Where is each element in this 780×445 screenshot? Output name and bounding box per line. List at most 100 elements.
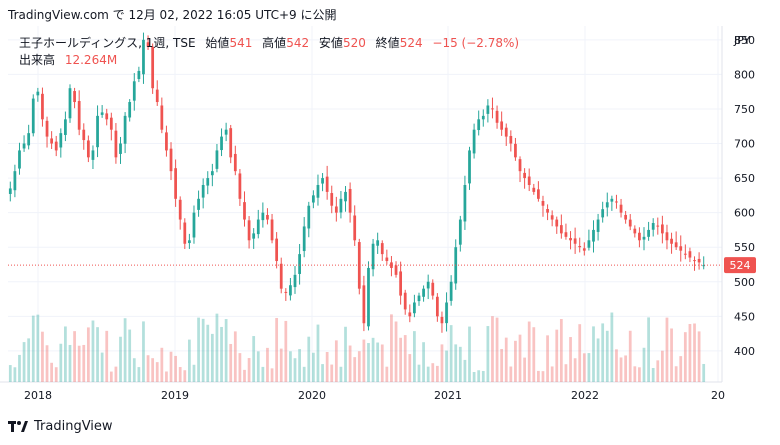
volume-bar	[527, 321, 531, 382]
volume-bar	[491, 316, 494, 382]
volume-bar	[59, 343, 63, 382]
volume-bar	[449, 325, 453, 382]
candle	[509, 135, 513, 144]
candle	[688, 251, 692, 258]
volume-bar	[137, 367, 141, 382]
volume-bar	[693, 323, 696, 382]
volume-bar	[206, 324, 210, 382]
candle	[50, 138, 54, 144]
candle	[491, 108, 494, 110]
volume-bar	[624, 355, 628, 382]
volume-label: 出来高	[19, 53, 56, 67]
volume-bar	[100, 352, 104, 382]
open-value: 541	[229, 36, 253, 50]
candle	[573, 238, 577, 244]
volume-bar	[610, 312, 614, 382]
candle	[546, 209, 549, 213]
candle	[408, 312, 412, 317]
volume-bar	[592, 326, 595, 382]
candle	[683, 253, 687, 255]
candle	[417, 295, 421, 302]
candle	[564, 232, 568, 237]
volume-bar	[91, 320, 95, 382]
volume-bar	[564, 364, 568, 382]
candle	[477, 119, 481, 131]
volume-bar	[160, 347, 164, 382]
volume-bar	[541, 371, 545, 382]
candle	[302, 226, 306, 252]
candle	[215, 150, 219, 169]
candle	[155, 89, 159, 103]
volume-bar	[334, 340, 338, 382]
tradingview-logo-icon	[8, 420, 28, 432]
volume-bar	[169, 351, 173, 382]
candle	[390, 262, 393, 268]
candle	[22, 143, 26, 149]
volume-bar	[615, 349, 618, 382]
volume-bar	[151, 358, 155, 382]
candle	[537, 189, 540, 199]
volume-bar	[224, 319, 228, 382]
volume-bar	[605, 330, 609, 382]
volume-bar	[275, 317, 279, 382]
open-label: 始値	[205, 36, 230, 50]
candle	[77, 101, 81, 130]
price-tick-label: 700	[734, 138, 755, 151]
volume-bar	[651, 368, 655, 382]
time-tick-label: 2021	[434, 389, 462, 402]
candle	[321, 178, 324, 184]
volume-bar	[518, 334, 522, 382]
candle	[500, 121, 504, 130]
volume-bar	[435, 365, 439, 382]
candle	[376, 240, 380, 246]
volume-bar	[413, 331, 416, 382]
candle	[674, 242, 678, 248]
volume-bar	[18, 354, 21, 382]
candle	[339, 198, 343, 213]
candle	[114, 130, 118, 158]
candle	[541, 201, 545, 206]
low-label: 安値	[318, 36, 343, 50]
price-tick-label: 550	[734, 241, 755, 254]
volume-bar	[417, 364, 421, 382]
candle	[206, 178, 210, 186]
low-value: 520	[342, 36, 366, 50]
volume-bar	[73, 331, 76, 382]
candle	[670, 238, 673, 244]
volume-bar	[472, 371, 476, 382]
volume-bar	[422, 342, 425, 382]
candle	[435, 296, 439, 317]
symbol-title: 王子ホールディングス, 1週, TSE	[19, 36, 196, 50]
candle	[592, 229, 595, 242]
candle	[238, 173, 242, 199]
volume-bar	[376, 342, 380, 382]
volume-bar	[266, 347, 269, 382]
volume-bar	[302, 366, 306, 382]
volume-bar	[123, 318, 127, 382]
high-label: 高値	[262, 36, 287, 50]
volume-bar	[233, 331, 237, 382]
price-tick-label: 650	[734, 172, 755, 185]
volume-bar	[486, 326, 490, 382]
volume-bar	[252, 336, 256, 382]
time-tick-label: 2019	[161, 389, 189, 402]
candle	[105, 113, 109, 120]
candle	[334, 206, 338, 213]
candle	[169, 148, 173, 172]
ohlc-legend: 王子ホールディングス, 1週, TSE 始値541 高値542 安値520 終値…	[19, 34, 519, 51]
last-price-label-bg	[724, 257, 756, 274]
volume-value: 12.264M	[64, 53, 118, 67]
candle	[660, 224, 664, 234]
candle	[642, 236, 646, 240]
candle	[151, 46, 155, 89]
candle	[165, 132, 168, 151]
candle	[555, 219, 559, 227]
volume-bar	[321, 364, 324, 382]
volume-bar	[119, 336, 122, 382]
volume-bar	[555, 329, 559, 382]
candle	[243, 202, 246, 220]
close-value: 524	[399, 36, 423, 50]
volume-bar	[523, 357, 526, 382]
candle	[362, 285, 366, 324]
